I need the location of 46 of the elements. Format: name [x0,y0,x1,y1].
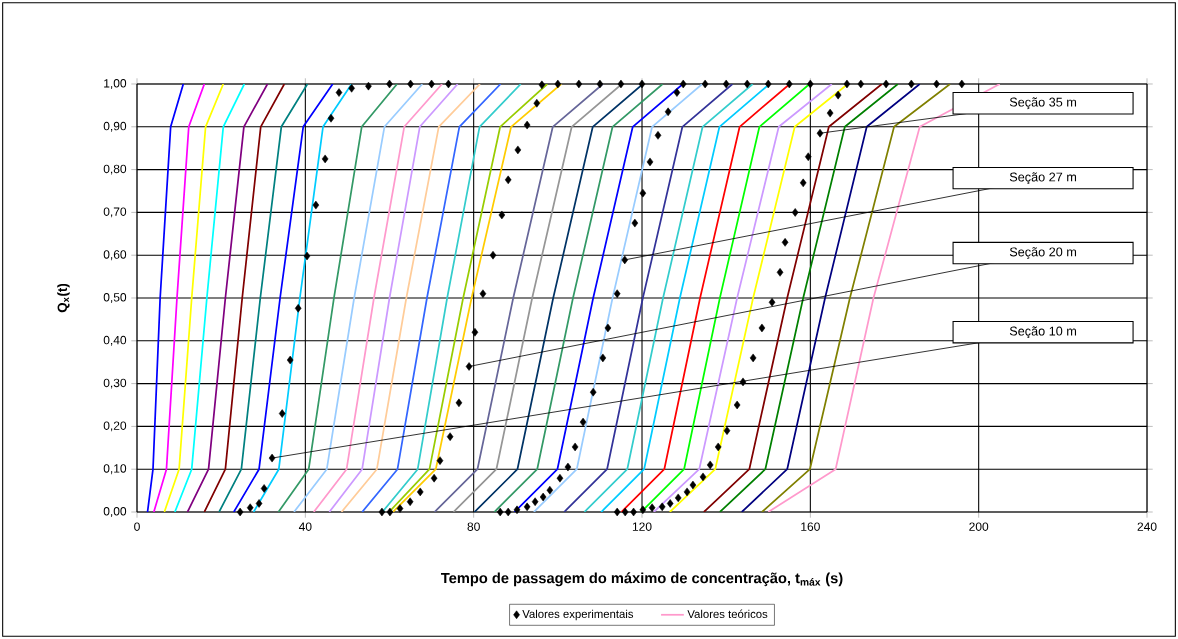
y-tick-label: 0,10 [103,464,127,475]
line-series [163,84,225,512]
line-series [340,84,481,512]
y-axis-title: Q$_{x}$(t) [57,283,70,313]
annotation: Seção 10 m [1009,326,1077,339]
line-series [312,84,443,512]
x-tick-label: 200 [969,522,989,531]
line-series [493,84,664,512]
annotation: Seção 35 m [1009,97,1077,110]
x-tick-label: 160 [801,522,820,531]
y-tick-label: 0,50 [103,293,127,303]
x-tick-label: 40 [298,522,312,531]
line-series [174,84,246,512]
y-tick-label: 0,70 [103,207,127,218]
y-tick-label: 0,40 [103,335,127,346]
annotation: Seção 27 m [1009,172,1077,185]
line-series [146,84,185,512]
line-series [293,84,424,512]
x-tick-label: 120 [632,522,652,531]
line-series [563,84,734,512]
y-tick-label: 0,30 [103,378,127,389]
y-tick-label: 0,20 [103,421,127,432]
line-series [740,84,921,512]
line-series [328,84,459,512]
legend-label: Valores teóricos [687,609,768,619]
annotation: Seção 20 m [1009,247,1077,259]
line-series [718,84,899,512]
y-tick-label: 0,80 [103,164,127,175]
line-series [186,84,269,512]
line-series [152,84,206,512]
line-series [277,84,398,512]
line-series [761,84,951,512]
line-series [203,84,286,512]
y-tick-label: 1,00 [104,79,127,89]
line-series [361,84,502,512]
y-tick-label: 0,00 [103,507,127,517]
line-series [232,84,334,512]
y-tick-label: 0,60 [103,250,127,261]
x-tick-label: 0 [134,522,140,531]
x-tick-label: 240 [1137,522,1157,531]
line-series [218,84,309,512]
line-series [767,84,1001,512]
y-tick-label: 0,90 [103,121,127,132]
legend-label: Valores experimentais [522,609,634,621]
x-axis-title: Tempo de passagem do máximo de concentração, t$_{máx}$ (s) [440,572,843,587]
x-tick-label: 80 [467,522,480,531]
